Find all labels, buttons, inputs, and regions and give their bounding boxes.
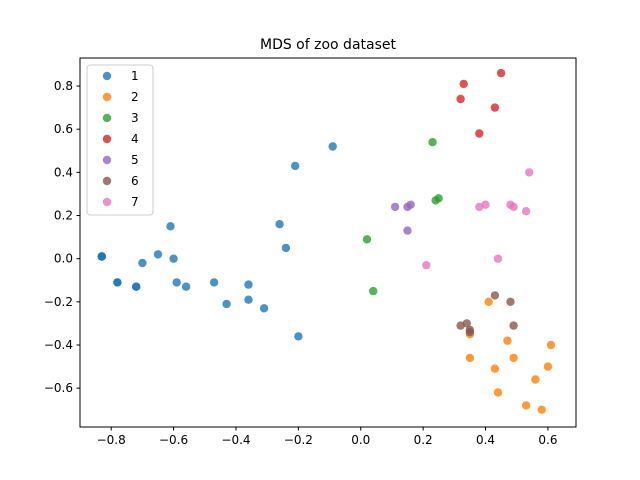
y-tick-label: 0.6 [54,122,73,136]
point-series-1-19 [281,243,291,253]
point-series-2-4 [493,388,503,397]
point-series-2-11 [546,340,556,350]
point-series-7-6 [521,207,531,216]
point-series-2-8 [531,375,540,384]
point-series-7-0 [422,261,431,270]
point-series-4-4 [496,68,506,78]
legend-label-5: 5 [131,153,139,167]
legend-marker-3 [102,113,112,123]
axes-frame [79,57,577,428]
point-series-6-3 [465,327,475,337]
point-series-4-0 [456,94,465,104]
legend-marker-2 [102,92,112,102]
y-tick-label: 0.2 [54,209,73,223]
point-series-2-3 [490,364,500,373]
point-series-1-10 [169,254,178,263]
point-series-1-6 [132,282,141,291]
x-tick-label: −0.8 [97,433,126,447]
point-series-4-3 [490,103,500,112]
point-series-1-9 [166,222,175,231]
legend-label-6: 6 [131,174,139,188]
y-tick-label: 0.8 [54,79,73,93]
point-series-2-5 [503,336,512,345]
point-series-6-5 [506,297,515,306]
point-series-5-0 [390,202,400,212]
point-series-1-22 [328,142,337,151]
chart-title: MDS of zoo dataset [260,37,397,53]
x-tick-label: 0.2 [414,433,433,447]
point-series-1-16 [244,280,253,289]
plot-area [80,58,576,427]
point-series-6-6 [509,321,518,330]
point-series-2-7 [521,401,531,410]
point-series-3-1 [369,286,378,296]
point-series-1-8 [153,250,163,259]
point-series-2-1 [465,353,475,363]
x-tick-label: −0.4 [221,433,250,447]
y-tick-label: 0.0 [54,252,73,266]
point-series-6-4 [490,291,500,300]
x-tick-label: 0.0 [351,433,370,447]
point-series-7-7 [525,168,534,177]
point-series-3-4 [434,194,443,203]
point-series-1-2 [97,252,107,261]
y-tick-label: 0.4 [54,165,73,179]
legend-marker-7 [102,197,112,207]
legend-label-4: 4 [131,132,139,146]
point-series-4-2 [475,129,484,138]
point-series-1-13 [209,278,219,287]
point-series-1-11 [172,278,181,287]
legend-label-2: 2 [131,90,139,104]
legend-marker-5 [102,155,112,165]
legend: 1 2 3 4 5 6 7 [86,64,154,216]
point-series-7-2 [481,200,490,209]
legend-label-1: 1 [131,69,139,83]
point-series-6-1 [462,319,471,328]
legend-marker-6 [102,176,112,186]
y-tick-label: −0.2 [44,295,73,309]
x-tick-label: −0.6 [159,433,188,447]
axes-layer: −0.8 −0.6 −0.4 −0.2 0.0 0.2 0.4 0.6 −0.6 −0.4 −0.2… [44,57,577,447]
point-series-1-14 [222,299,231,309]
point-series-2-9 [537,405,546,414]
point-series-1-7 [138,258,147,268]
point-series-1-4 [113,278,122,287]
point-series-1-18 [275,220,284,229]
point-series-3-0 [362,235,372,244]
y-tick-label: −0.4 [44,338,73,352]
point-series-5-3 [406,200,415,209]
point-series-5-1 [403,226,412,235]
legend-marker-1 [102,71,112,81]
x-tick-label: −0.2 [284,433,313,447]
point-series-1-17 [259,304,269,313]
point-series-7-3 [493,254,503,263]
legend-label-3: 3 [131,111,139,125]
y-tick-label: −0.6 [44,381,73,395]
legend-box [86,64,154,216]
x-tick-label: 0.6 [538,433,557,447]
point-series-1-20 [291,161,300,171]
point-series-7-5 [509,202,518,212]
x-tick-label: 0.4 [476,433,495,447]
legend-label-7: 7 [131,195,139,209]
point-series-2-10 [543,362,553,371]
point-series-3-2 [428,138,437,147]
point-series-1-21 [294,332,303,341]
point-series-1-15 [244,295,253,304]
points-layer [97,68,556,414]
point-series-4-1 [459,79,468,89]
legend-marker-4 [102,134,112,144]
point-series-2-6 [509,353,518,363]
point-series-2-2 [484,297,493,306]
point-series-1-12 [181,282,191,291]
